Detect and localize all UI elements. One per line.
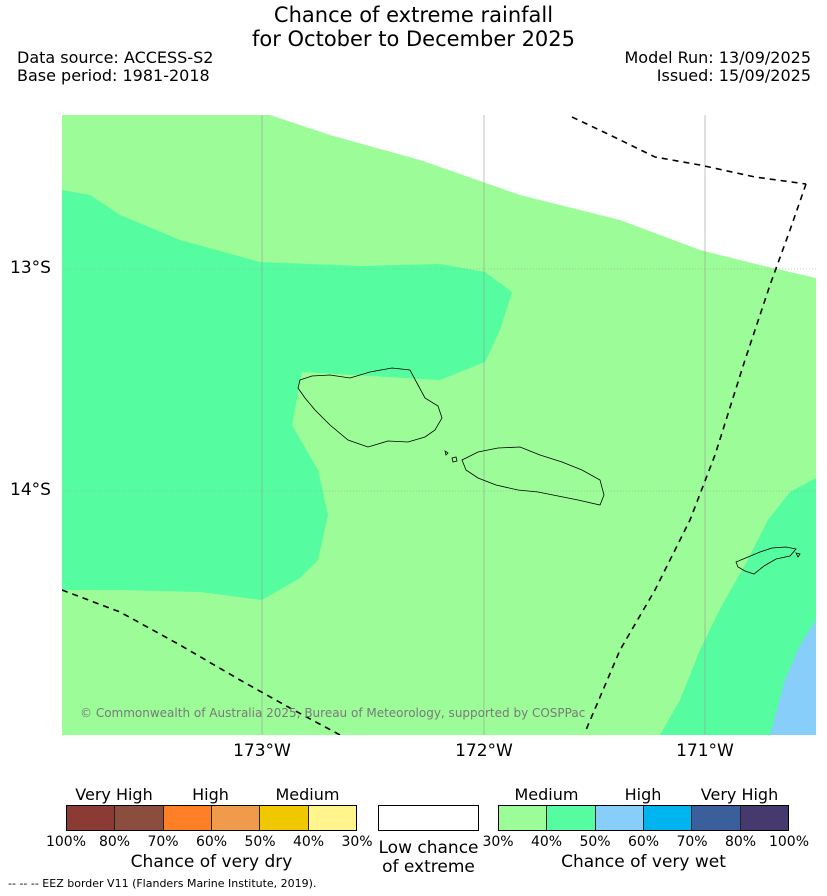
dry-ticks-5: 40% <box>292 834 325 850</box>
low-chance-caption-line2: of extreme <box>382 857 475 877</box>
lat-label-13s: 13°S <box>10 258 51 278</box>
dry-medium-label: Medium <box>275 785 340 804</box>
manono-islet <box>444 450 449 456</box>
model-run: Model Run: 13/09/2025 <box>624 48 812 67</box>
lon-label-171w: 171°W <box>676 741 734 761</box>
dry-caption: Chance of very dry <box>130 852 293 872</box>
wet-colorbar <box>498 805 789 831</box>
lat-label-14s: 14°S <box>10 480 51 500</box>
wet-caption: Chance of very wet <box>561 852 726 872</box>
dry-bar-cell-0 <box>67 806 116 830</box>
low-chance-swatch <box>378 805 479 831</box>
dry-bar-cell-4 <box>260 806 309 830</box>
high-wet-50-60-zone <box>770 620 816 735</box>
base-period: Base period: 1981-2018 <box>17 66 210 85</box>
wet-medium-label: Medium <box>514 785 579 804</box>
dry-ticks-6: 30% <box>341 834 373 850</box>
dry-bar-cell-3 <box>211 806 261 830</box>
wet-high-label: High <box>624 785 662 804</box>
medium-wet-40-50-zone-west <box>62 190 512 600</box>
dry-ticks-0: 100% <box>45 834 87 850</box>
map-title-line1: Chance of extreme rainfall <box>273 3 554 27</box>
dry-high-label: High <box>192 785 229 804</box>
copyright-notice: © Commonwealth of Australia 2025, Bureau… <box>80 706 586 720</box>
eez-border <box>62 116 807 735</box>
dry-bar-cell-2 <box>163 806 212 830</box>
apolima-islet <box>451 456 458 463</box>
lon-label-173w: 173°W <box>233 741 291 761</box>
dry-colorbar <box>66 805 357 831</box>
wet-ticks-0: 30% <box>482 834 514 850</box>
wet-bar-cell-3 <box>643 806 693 830</box>
eez-footnote: -- -- -- EEZ border V11 (Flanders Marine… <box>8 877 317 890</box>
medium-wet-40-50-zone-east <box>660 478 816 735</box>
data-source: Data source: ACCESS-S2 <box>17 48 214 67</box>
graticule <box>62 115 816 735</box>
map-title-line2: for October to December 2025 <box>251 27 576 51</box>
dry-bar-cell-1 <box>115 806 164 830</box>
wet-bar-cell-4 <box>692 806 741 830</box>
wet-ticks-5: 80% <box>724 834 757 850</box>
wet-bar-cell-0 <box>499 806 548 830</box>
issued-date: Issued: 15/09/2025 <box>656 66 811 85</box>
low-chance-caption-line1: Low chance <box>378 838 479 858</box>
savaii-island <box>297 367 443 448</box>
wet-very-high-label: Very High <box>700 785 779 804</box>
lon-label-172w: 172°W <box>455 741 513 761</box>
dry-ticks-3: 60% <box>195 834 228 850</box>
wet-ticks-2: 50% <box>579 834 611 850</box>
dry-ticks-2: 70% <box>147 834 179 850</box>
dry-ticks-1: 80% <box>98 834 131 850</box>
dry-very-high-label: Very High <box>75 785 153 804</box>
wet-ticks-3: 60% <box>627 834 660 850</box>
wet-bar-cell-1 <box>547 806 596 830</box>
upolu-island <box>461 446 605 506</box>
wet-ticks-1: 40% <box>530 834 563 850</box>
aunuu-islet <box>795 552 801 558</box>
tutuila-island <box>735 546 797 575</box>
wet-ticks-6: 100% <box>768 834 810 850</box>
dry-ticks-4: 50% <box>244 834 276 850</box>
map-area <box>62 115 816 735</box>
wet-bar-cell-5 <box>740 806 788 830</box>
wet-bar-cell-2 <box>595 806 644 830</box>
dry-bar-cell-5 <box>308 806 356 830</box>
wet-ticks-4: 70% <box>676 834 708 850</box>
